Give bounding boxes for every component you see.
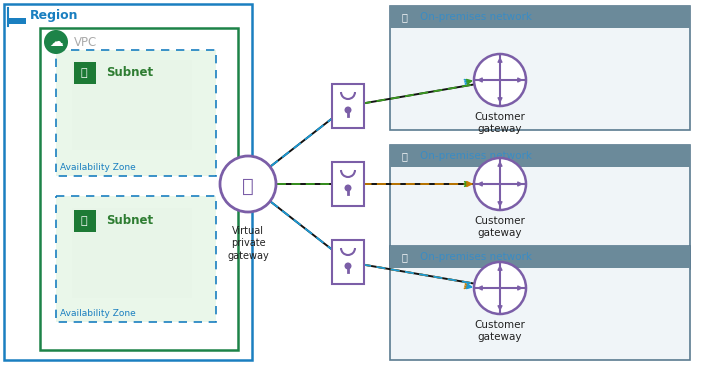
Circle shape bbox=[344, 107, 351, 114]
Circle shape bbox=[220, 156, 276, 212]
Text: Subnet: Subnet bbox=[106, 66, 153, 79]
Circle shape bbox=[344, 184, 351, 192]
Bar bbox=[8, 8, 26, 24]
FancyBboxPatch shape bbox=[56, 50, 216, 176]
Circle shape bbox=[474, 158, 526, 210]
FancyBboxPatch shape bbox=[72, 208, 192, 298]
Text: Virtual
private
gateway: Virtual private gateway bbox=[227, 226, 269, 261]
Bar bbox=[74, 62, 96, 84]
Bar bbox=[8, 8, 26, 18]
FancyBboxPatch shape bbox=[4, 4, 252, 360]
Circle shape bbox=[474, 54, 526, 106]
Text: VPC: VPC bbox=[74, 35, 97, 48]
Text: 🏢: 🏢 bbox=[401, 12, 407, 22]
Text: Subnet: Subnet bbox=[106, 214, 153, 228]
FancyBboxPatch shape bbox=[332, 84, 364, 128]
Text: 🏢: 🏢 bbox=[401, 252, 407, 262]
Text: 🔒: 🔒 bbox=[242, 176, 254, 196]
FancyBboxPatch shape bbox=[40, 28, 238, 350]
FancyBboxPatch shape bbox=[72, 60, 192, 150]
Bar bbox=[74, 210, 96, 232]
Text: ☁: ☁ bbox=[49, 35, 63, 49]
Circle shape bbox=[344, 262, 351, 269]
Text: On-premises network: On-premises network bbox=[420, 151, 532, 161]
Circle shape bbox=[474, 262, 526, 314]
FancyBboxPatch shape bbox=[390, 246, 690, 360]
FancyBboxPatch shape bbox=[332, 240, 364, 284]
Text: On-premises network: On-premises network bbox=[420, 12, 532, 22]
Text: 🏢: 🏢 bbox=[401, 151, 407, 161]
FancyBboxPatch shape bbox=[390, 145, 690, 167]
FancyBboxPatch shape bbox=[390, 246, 690, 268]
FancyBboxPatch shape bbox=[390, 145, 690, 269]
Text: Customer
gateway: Customer gateway bbox=[475, 216, 526, 238]
Text: On-premises network: On-premises network bbox=[420, 252, 532, 262]
FancyBboxPatch shape bbox=[332, 162, 364, 206]
FancyBboxPatch shape bbox=[390, 6, 690, 28]
Text: Region: Region bbox=[30, 10, 79, 23]
Bar bbox=[8, 18, 26, 24]
Text: 🔒: 🔒 bbox=[81, 216, 88, 226]
Text: Customer
gateway: Customer gateway bbox=[475, 320, 526, 342]
Text: 🔒: 🔒 bbox=[81, 68, 88, 78]
Circle shape bbox=[44, 30, 68, 54]
Text: Availability Zone: Availability Zone bbox=[60, 163, 136, 172]
FancyBboxPatch shape bbox=[390, 6, 690, 130]
Text: Availability Zone: Availability Zone bbox=[60, 309, 136, 318]
Text: Customer
gateway: Customer gateway bbox=[475, 112, 526, 134]
FancyBboxPatch shape bbox=[56, 196, 216, 322]
